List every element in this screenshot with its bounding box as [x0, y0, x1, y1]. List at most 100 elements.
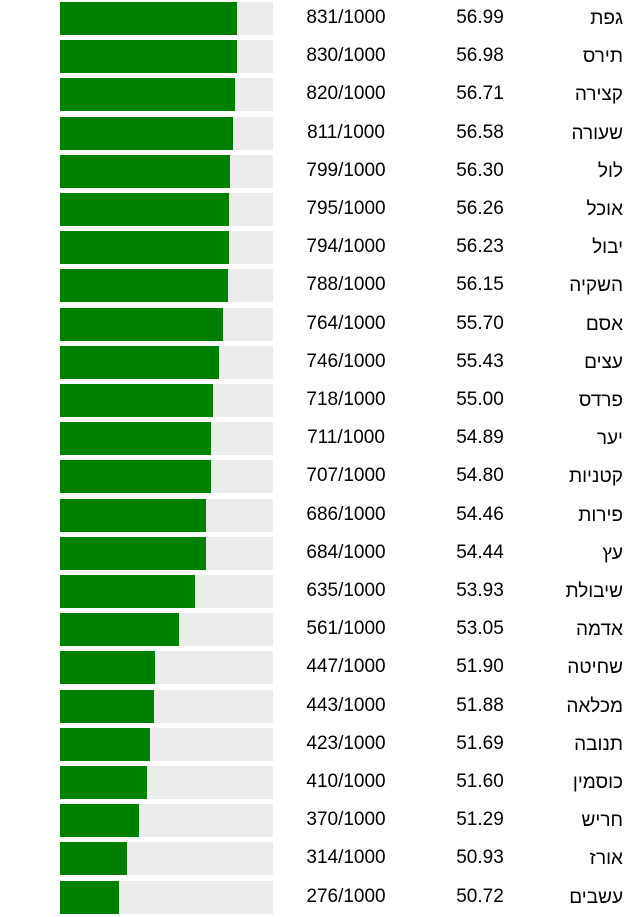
score-bar-fill [60, 345, 219, 379]
value-text: 53.93 [456, 580, 504, 601]
value-text: 56.58 [456, 121, 504, 143]
list-item: 314/1000 50.93 אורז [0, 840, 637, 878]
score-text: 711/1000 [307, 427, 385, 449]
score-bar-fill [60, 78, 235, 112]
score-text: 707/1000 [306, 465, 386, 487]
score-text: 561/1000 [306, 618, 386, 640]
score-text: 635/1000 [306, 580, 386, 601]
item-name: פרדס [578, 390, 623, 411]
list-item: 684/1000 54.44 עץ [0, 535, 637, 573]
score-bar-fill [60, 498, 207, 532]
score-bar-fill [60, 842, 127, 876]
score-bar-fill [60, 651, 156, 685]
list-item: 795/1000 56.26 אוכל [0, 191, 637, 229]
score-bar-track [60, 231, 273, 265]
item-name: יער [596, 428, 623, 450]
score-bar-track [60, 689, 273, 723]
list-item: 811/1000 56.58 שעורה [0, 115, 637, 153]
list-item: 635/1000 53.93 שיבולת [0, 573, 637, 611]
score-text: 718/1000 [306, 389, 386, 410]
list-item: 423/1000 51.69 תנובה [0, 726, 637, 764]
score-text: 423/1000 [306, 732, 386, 754]
value-text: 50.93 [456, 847, 504, 869]
list-item: 711/1000 54.89 יער [0, 420, 637, 458]
item-name: כוסמין [572, 772, 623, 793]
score-text: 830/1000 [306, 45, 386, 67]
score-bar-fill [60, 613, 180, 647]
score-bar-track [60, 2, 273, 35]
score-text: 447/1000 [306, 656, 386, 678]
score-text: 795/1000 [306, 198, 386, 219]
list-item: 443/1000 51.88 מכלאה [0, 688, 637, 726]
score-bar-fill [60, 40, 237, 74]
list-item: 718/1000 55.00 פרדס [0, 382, 637, 420]
score-text: 686/1000 [306, 503, 386, 525]
item-name: תירס [582, 46, 623, 68]
score-text: 746/1000 [306, 350, 386, 372]
item-name: אורז [589, 848, 623, 870]
score-bar-fill [60, 880, 119, 914]
item-name: מכלאה [566, 695, 623, 717]
value-text: 54.89 [456, 427, 504, 449]
score-bar-fill [60, 766, 148, 799]
score-text: 794/1000 [306, 236, 386, 258]
list-item: 794/1000 56.23 יבול [0, 229, 637, 267]
value-text: 54.44 [456, 541, 504, 563]
value-text: 51.29 [456, 809, 504, 831]
score-bar-fill [60, 536, 206, 570]
list-item: 410/1000 51.60 כוסמין [0, 764, 637, 802]
value-text: 54.80 [456, 465, 504, 487]
score-bar-track [60, 842, 273, 876]
item-name: יבול [592, 237, 623, 259]
item-name: לול [597, 160, 623, 182]
value-text: 54.46 [456, 503, 504, 525]
item-name: עץ [602, 542, 623, 564]
item-name: פירות [578, 504, 623, 526]
score-bar-track [60, 804, 273, 838]
item-name: אוכל [586, 199, 623, 220]
value-text: 56.30 [456, 159, 504, 181]
score-bar-track [60, 880, 273, 914]
score-bar-track [60, 536, 273, 570]
item-name: עצים [584, 351, 623, 373]
item-name: קטניות [568, 466, 623, 488]
score-bar-fill [60, 154, 231, 188]
item-name: השקיה [569, 275, 623, 297]
score-text: 788/1000 [306, 274, 386, 296]
score-bar-fill [60, 193, 230, 226]
value-text: 51.60 [456, 771, 504, 792]
score-text: 811/1000 [307, 121, 385, 143]
score-bar-fill [60, 727, 151, 761]
value-text: 56.23 [456, 236, 504, 258]
score-bar-fill [60, 460, 211, 494]
list-item: 686/1000 54.46 פירות [0, 497, 637, 535]
score-bar-track [60, 193, 273, 226]
score-bar-track [60, 307, 273, 341]
score-bar-track [60, 460, 273, 494]
list-item: 788/1000 56.15 השקיה [0, 267, 637, 305]
item-name: שעורה [571, 122, 624, 144]
list-item: 447/1000 51.90 שחיטה [0, 649, 637, 687]
value-text: 56.71 [456, 83, 504, 105]
score-text: 799/1000 [306, 159, 386, 181]
list-item: 561/1000 53.05 אדמה [0, 611, 637, 649]
list-item: 707/1000 54.80 קטניות [0, 458, 637, 496]
value-text: 55.43 [456, 350, 504, 372]
score-bar-fill [60, 804, 139, 838]
score-bar-track [60, 422, 273, 456]
score-bar-fill [60, 231, 230, 265]
score-text: 276/1000 [306, 885, 386, 907]
score-bar-track [60, 575, 273, 608]
score-bar-fill [60, 575, 196, 608]
list-item: 764/1000 55.70 אסם [0, 306, 637, 344]
score-bar-track [60, 40, 273, 74]
value-text: 56.99 [456, 7, 504, 28]
score-bar-fill [60, 384, 213, 417]
score-bar-fill [60, 422, 212, 456]
item-name: אדמה [576, 619, 623, 641]
score-text: 831/1000 [306, 7, 386, 28]
score-bar-fill [60, 2, 237, 35]
score-bar-fill [60, 307, 223, 341]
item-name: שיבולת [565, 581, 623, 602]
value-text: 50.72 [456, 885, 504, 907]
